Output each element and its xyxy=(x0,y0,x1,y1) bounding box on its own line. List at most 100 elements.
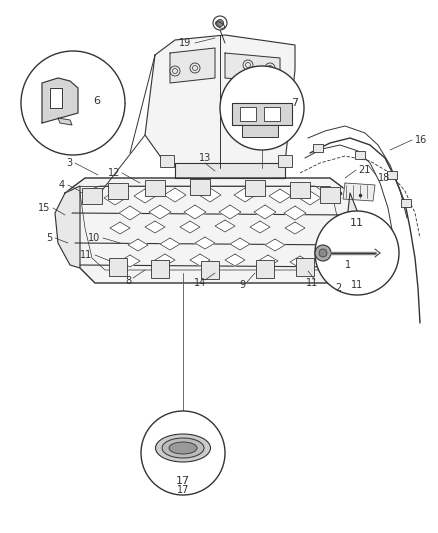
Text: 7: 7 xyxy=(291,98,299,108)
Text: 3: 3 xyxy=(66,158,72,168)
Text: 11: 11 xyxy=(80,250,92,260)
Polygon shape xyxy=(258,255,278,267)
FancyBboxPatch shape xyxy=(296,258,314,276)
FancyBboxPatch shape xyxy=(245,180,265,196)
Text: 16: 16 xyxy=(415,135,427,145)
Polygon shape xyxy=(190,254,210,266)
Polygon shape xyxy=(149,205,171,219)
Text: 11: 11 xyxy=(350,218,364,228)
FancyBboxPatch shape xyxy=(321,256,339,274)
Text: 17: 17 xyxy=(176,476,190,486)
FancyBboxPatch shape xyxy=(290,182,310,198)
Polygon shape xyxy=(145,35,295,168)
Text: 15: 15 xyxy=(38,203,50,213)
Circle shape xyxy=(319,249,327,257)
FancyBboxPatch shape xyxy=(387,171,397,179)
FancyBboxPatch shape xyxy=(160,155,174,167)
Polygon shape xyxy=(254,205,276,219)
Polygon shape xyxy=(55,186,80,268)
Ellipse shape xyxy=(155,434,211,462)
FancyBboxPatch shape xyxy=(151,260,169,278)
Polygon shape xyxy=(265,239,285,251)
Polygon shape xyxy=(343,183,375,201)
FancyBboxPatch shape xyxy=(232,103,292,125)
Text: 14: 14 xyxy=(194,278,206,288)
Text: 10: 10 xyxy=(88,233,100,243)
Text: 5: 5 xyxy=(46,233,52,243)
Circle shape xyxy=(315,245,331,261)
FancyBboxPatch shape xyxy=(320,187,340,203)
Circle shape xyxy=(173,69,177,74)
Ellipse shape xyxy=(162,438,204,458)
Polygon shape xyxy=(225,254,245,266)
FancyBboxPatch shape xyxy=(355,151,365,159)
FancyBboxPatch shape xyxy=(108,183,128,199)
FancyBboxPatch shape xyxy=(82,188,102,204)
Circle shape xyxy=(216,20,223,27)
Polygon shape xyxy=(104,191,126,205)
Ellipse shape xyxy=(169,442,197,454)
Polygon shape xyxy=(285,222,305,234)
FancyBboxPatch shape xyxy=(242,125,278,137)
Polygon shape xyxy=(284,206,306,220)
Polygon shape xyxy=(199,188,221,202)
Text: 18: 18 xyxy=(378,173,390,183)
Text: 2: 2 xyxy=(335,283,341,293)
Polygon shape xyxy=(230,238,250,250)
Polygon shape xyxy=(340,193,358,283)
Polygon shape xyxy=(195,237,215,249)
Polygon shape xyxy=(234,188,256,202)
Polygon shape xyxy=(175,163,285,178)
FancyBboxPatch shape xyxy=(190,179,210,195)
Polygon shape xyxy=(155,254,175,266)
Polygon shape xyxy=(170,48,215,83)
Polygon shape xyxy=(50,88,62,108)
Polygon shape xyxy=(128,239,148,251)
Text: 9: 9 xyxy=(239,280,245,290)
FancyBboxPatch shape xyxy=(401,199,411,207)
Text: 11: 11 xyxy=(306,278,318,288)
FancyBboxPatch shape xyxy=(240,107,256,121)
Polygon shape xyxy=(299,191,321,205)
Polygon shape xyxy=(290,256,310,268)
Text: 8: 8 xyxy=(125,276,131,286)
Circle shape xyxy=(220,66,304,150)
Polygon shape xyxy=(164,188,186,202)
Text: 11: 11 xyxy=(351,280,363,290)
Polygon shape xyxy=(65,178,358,283)
Polygon shape xyxy=(180,221,200,233)
FancyBboxPatch shape xyxy=(313,144,323,152)
Circle shape xyxy=(190,63,200,73)
Polygon shape xyxy=(110,222,130,234)
FancyBboxPatch shape xyxy=(201,261,219,279)
Polygon shape xyxy=(219,205,241,219)
FancyBboxPatch shape xyxy=(278,155,292,167)
Text: 19: 19 xyxy=(179,38,191,48)
Text: 1: 1 xyxy=(345,260,351,270)
Circle shape xyxy=(141,411,225,495)
Polygon shape xyxy=(160,238,180,250)
Polygon shape xyxy=(42,78,78,123)
FancyBboxPatch shape xyxy=(109,258,127,276)
FancyBboxPatch shape xyxy=(256,260,274,278)
Polygon shape xyxy=(134,189,156,203)
Polygon shape xyxy=(184,205,206,219)
Polygon shape xyxy=(215,220,235,232)
Circle shape xyxy=(213,16,227,30)
Circle shape xyxy=(243,60,253,70)
Circle shape xyxy=(170,66,180,76)
Text: 6: 6 xyxy=(93,96,100,106)
Polygon shape xyxy=(58,118,72,125)
Circle shape xyxy=(268,66,272,70)
Polygon shape xyxy=(119,206,141,220)
Circle shape xyxy=(315,211,399,295)
Polygon shape xyxy=(120,255,140,267)
Polygon shape xyxy=(145,221,165,233)
Circle shape xyxy=(21,51,125,155)
Polygon shape xyxy=(225,53,280,83)
Circle shape xyxy=(246,62,251,68)
Text: 17: 17 xyxy=(177,485,189,495)
Text: 12: 12 xyxy=(108,168,120,178)
Polygon shape xyxy=(269,189,291,203)
Text: 13: 13 xyxy=(199,153,211,163)
